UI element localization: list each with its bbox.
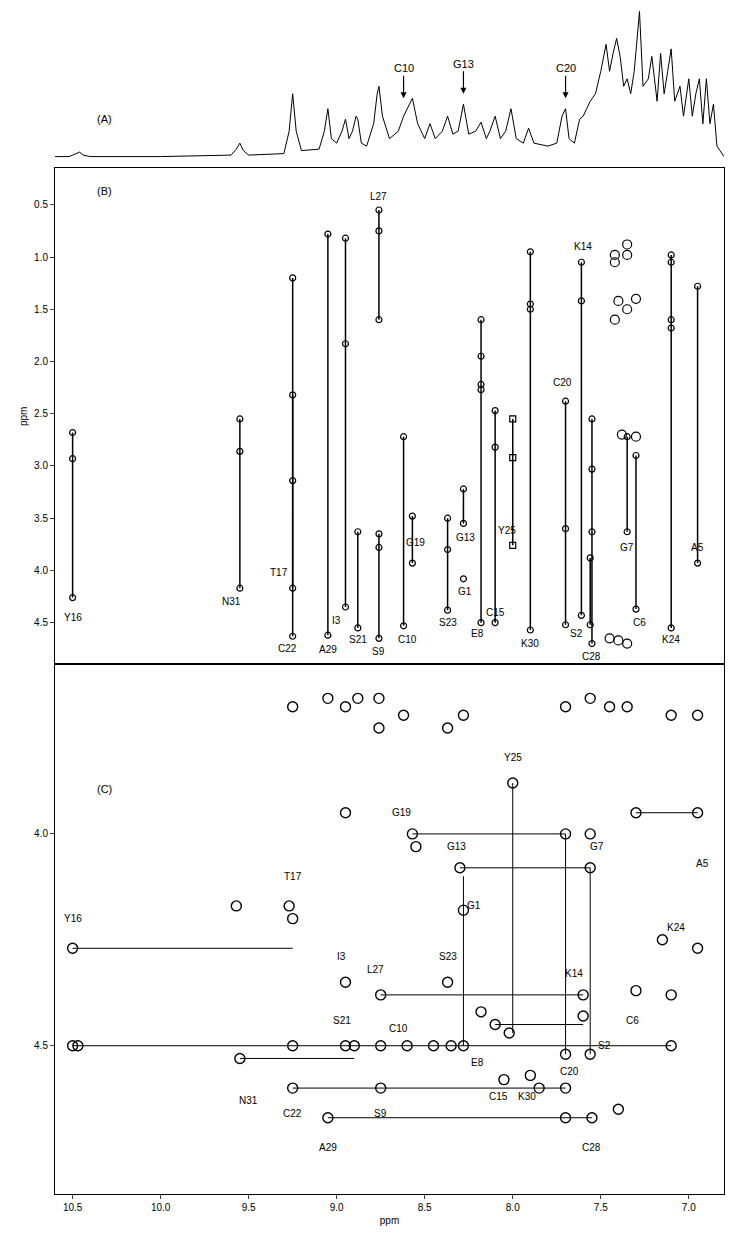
svg-text:4.5: 4.5	[34, 1040, 48, 1051]
svg-text:C28: C28	[582, 651, 601, 662]
svg-text:G7: G7	[590, 841, 604, 852]
svg-text:10.5: 10.5	[63, 1202, 83, 1213]
svg-text:C10: C10	[394, 62, 414, 74]
svg-text:8.5: 8.5	[418, 1202, 432, 1213]
svg-text:A29: A29	[319, 1142, 337, 1153]
svg-text:N31: N31	[239, 1095, 258, 1106]
svg-text:I3: I3	[332, 615, 341, 626]
svg-text:S21: S21	[333, 1015, 351, 1026]
svg-text:0.5: 0.5	[34, 199, 48, 210]
svg-text:C15: C15	[486, 607, 505, 618]
svg-text:G13: G13	[447, 841, 466, 852]
svg-text:L27: L27	[367, 964, 384, 975]
svg-text:9.0: 9.0	[330, 1202, 344, 1213]
svg-text:(C): (C)	[97, 783, 112, 795]
svg-text:Y16: Y16	[64, 913, 82, 924]
svg-text:G13: G13	[453, 58, 474, 70]
svg-text:A5: A5	[691, 542, 704, 553]
svg-text:(A): (A)	[97, 113, 112, 125]
svg-text:C20: C20	[556, 62, 576, 74]
svg-text:3.0: 3.0	[34, 460, 48, 471]
svg-text:T17: T17	[284, 871, 302, 882]
svg-text:S9: S9	[372, 646, 385, 657]
svg-text:S23: S23	[439, 951, 457, 962]
svg-text:C22: C22	[278, 643, 297, 654]
svg-text:S2: S2	[570, 628, 583, 639]
svg-text:C20: C20	[553, 377, 572, 388]
svg-text:9.5: 9.5	[242, 1202, 256, 1213]
svg-text:2.0: 2.0	[34, 356, 48, 367]
svg-text:G19: G19	[392, 807, 411, 818]
svg-text:10.0: 10.0	[151, 1202, 171, 1213]
svg-text:Y25: Y25	[498, 525, 516, 536]
svg-text:1.0: 1.0	[34, 252, 48, 263]
svg-text:G13: G13	[456, 532, 475, 543]
svg-text:S23: S23	[439, 617, 457, 628]
svg-text:ppm: ppm	[18, 407, 29, 426]
svg-text:S9: S9	[374, 1108, 387, 1119]
svg-text:A5: A5	[696, 858, 709, 869]
svg-text:4.0: 4.0	[34, 565, 48, 576]
svg-text:K30: K30	[521, 638, 539, 649]
svg-text:K24: K24	[662, 634, 680, 645]
svg-text:Y16: Y16	[64, 612, 82, 623]
svg-text:4.0: 4.0	[34, 828, 48, 839]
svg-text:Y25: Y25	[504, 752, 522, 763]
svg-text:C28: C28	[582, 1142, 601, 1153]
svg-text:G19: G19	[406, 537, 425, 548]
svg-text:L27: L27	[370, 191, 387, 202]
svg-text:S2: S2	[598, 1040, 611, 1051]
svg-text:G7: G7	[620, 542, 634, 553]
svg-text:C6: C6	[633, 617, 646, 628]
svg-text:C6: C6	[626, 1015, 639, 1026]
svg-text:G1: G1	[467, 900, 481, 911]
svg-text:E8: E8	[471, 628, 484, 639]
svg-text:C10: C10	[389, 1023, 408, 1034]
svg-text:7.5: 7.5	[594, 1202, 608, 1213]
svg-text:I3: I3	[337, 951, 346, 962]
svg-text:3.5: 3.5	[34, 513, 48, 524]
svg-text:S21: S21	[349, 634, 367, 645]
svg-text:ppm: ppm	[380, 1215, 399, 1226]
svg-text:C15: C15	[489, 1091, 508, 1102]
svg-text:C22: C22	[283, 1108, 302, 1119]
svg-text:K30: K30	[518, 1091, 536, 1102]
svg-text:K14: K14	[565, 968, 583, 979]
svg-text:1.5: 1.5	[34, 304, 48, 315]
svg-text:K24: K24	[667, 922, 685, 933]
svg-text:N31: N31	[222, 596, 241, 607]
svg-text:A29: A29	[319, 644, 337, 655]
svg-text:C20: C20	[560, 1066, 579, 1077]
svg-text:G1: G1	[458, 586, 472, 597]
svg-text:K14: K14	[574, 241, 592, 252]
svg-text:7.0: 7.0	[682, 1202, 696, 1213]
svg-text:4.5: 4.5	[34, 617, 48, 628]
svg-text:(B): (B)	[97, 185, 112, 197]
svg-text:8.0: 8.0	[506, 1202, 520, 1213]
svg-text:T17: T17	[270, 567, 288, 578]
svg-text:C10: C10	[398, 634, 417, 645]
svg-text:2.5: 2.5	[34, 408, 48, 419]
svg-text:E8: E8	[471, 1057, 484, 1068]
